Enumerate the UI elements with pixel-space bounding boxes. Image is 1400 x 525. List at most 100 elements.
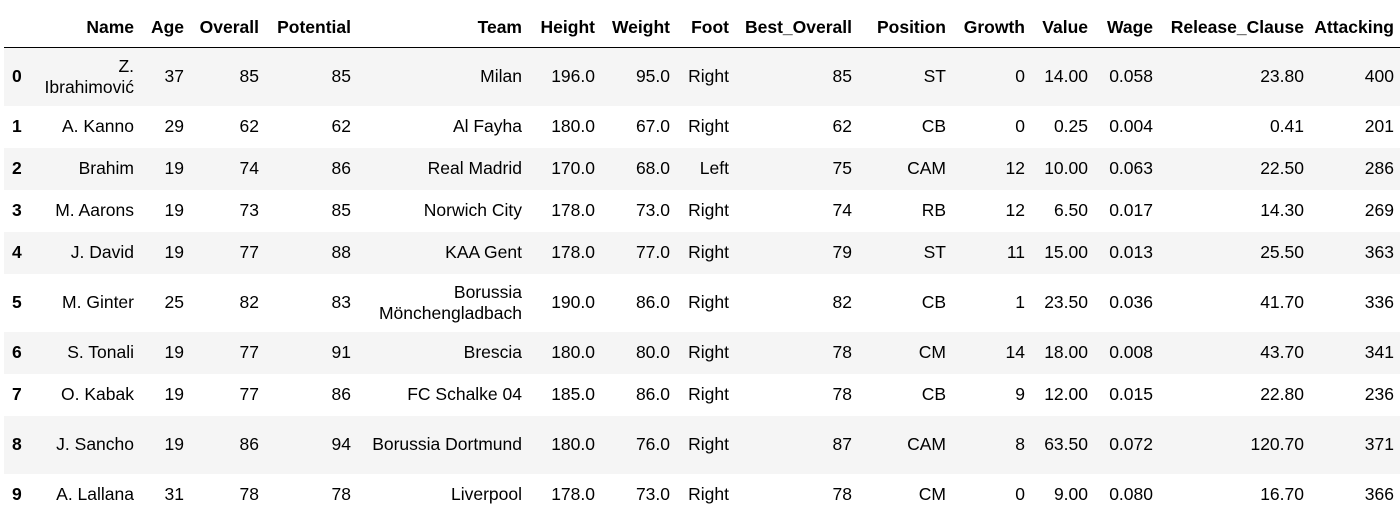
cell-growth: 1	[1015, 292, 1025, 312]
cell-team: Borussia Dortmund	[372, 434, 522, 454]
cell-age: 29	[164, 116, 184, 136]
cell-wage: 0.036	[1109, 292, 1153, 312]
row-index: 1	[12, 116, 22, 136]
table-row: 6 S. Tonali 19 77 91 Brescia 180.0 80.0 Right 78 C…	[4, 331, 1400, 374]
cell-potential: 91	[331, 342, 351, 362]
cell-position: CM	[918, 342, 946, 362]
table-row: 9 A. Lallana 31 78 78 Liverpool 178.0 73.0 Right…	[4, 473, 1400, 516]
cell-height: 180.0	[551, 434, 595, 454]
cell-weight: 76.0	[635, 434, 670, 454]
header-potential: Potential	[265, 6, 357, 48]
cell-value: 10.00	[1044, 158, 1088, 178]
cell-overall: 74	[239, 158, 259, 178]
cell-weight: 86.0	[635, 384, 670, 404]
cell-weight: 77.0	[635, 242, 670, 262]
cell-release-clause: 22.50	[1260, 158, 1304, 178]
cell-wage: 0.008	[1109, 342, 1153, 362]
cell-growth: 8	[1015, 434, 1025, 454]
cell-best-overall: 78	[832, 342, 852, 362]
cell-name: Z. Ibrahimović	[44, 55, 134, 97]
row-index: 0	[12, 66, 22, 87]
cell-wage: 0.080	[1109, 484, 1153, 504]
table-body: 0 Z. Ibrahimović 37 85 85 Milan 196.0 95.0 Right…	[4, 47, 1400, 516]
row-index: 9	[12, 484, 22, 504]
cell-release-clause: 43.70	[1260, 342, 1304, 362]
cell-name: M. Ginter	[62, 292, 134, 312]
cell-position: RB	[921, 200, 946, 220]
cell-value: 63.50	[1044, 434, 1088, 454]
cell-potential: 86	[331, 158, 351, 178]
cell-weight: 68.0	[635, 158, 670, 178]
cell-foot: Right	[688, 434, 729, 454]
cell-attacking: 363	[1364, 242, 1394, 262]
cell-best-overall: 78	[832, 484, 852, 504]
cell-name: M. Aarons	[55, 200, 134, 220]
cell-height: 178.0	[551, 484, 595, 504]
cell-potential: 94	[331, 434, 351, 454]
cell-potential: 78	[331, 484, 351, 504]
cell-weight: 73.0	[635, 484, 670, 504]
header-growth: Growth	[952, 6, 1031, 48]
cell-foot: Right	[688, 342, 729, 362]
cell-name: S. Tonali	[67, 342, 134, 362]
header-position: Position	[858, 6, 952, 48]
cell-growth: 0	[1015, 66, 1025, 87]
cell-growth: 12	[1005, 200, 1025, 220]
cell-name: A. Kanno	[62, 116, 134, 136]
cell-release-clause: 0.41	[1269, 116, 1304, 136]
cell-potential: 62	[331, 116, 351, 136]
cell-team: Liverpool	[450, 484, 522, 504]
cell-potential: 85	[331, 200, 351, 220]
table-row: 1 A. Kanno 29 62 62 Al Fayha 180.0 67.0 Right 62 C…	[4, 105, 1400, 148]
row-index: 4	[12, 242, 22, 262]
table-row: 8 J. Sancho 19 86 94 Borussia Dortmund 180.0 76…	[4, 415, 1400, 474]
cell-release-clause: 23.80	[1260, 66, 1304, 87]
cell-growth: 11	[1006, 242, 1025, 262]
cell-release-clause: 14.30	[1260, 200, 1304, 220]
cell-name: J. David	[70, 242, 134, 262]
row-index: 5	[12, 292, 22, 312]
cell-height: 196.0	[551, 66, 595, 87]
cell-age: 19	[164, 384, 184, 404]
cell-overall: 82	[239, 292, 259, 312]
cell-weight: 67.0	[635, 116, 670, 136]
header-weight: Weight	[601, 6, 676, 48]
cell-name: J. Sancho	[56, 434, 134, 454]
row-index: 2	[12, 158, 22, 178]
cell-age: 19	[164, 434, 184, 454]
cell-best-overall: 74	[832, 200, 852, 220]
cell-foot: Right	[688, 66, 729, 87]
cell-team: Brescia	[463, 342, 522, 362]
cell-overall: 62	[239, 116, 259, 136]
cell-growth: 0	[1015, 116, 1025, 136]
cell-overall: 77	[239, 342, 259, 362]
cell-value: 9.00	[1053, 484, 1088, 504]
cell-potential: 88	[331, 242, 351, 262]
cell-wage: 0.004	[1109, 116, 1153, 136]
cell-release-clause: 22.80	[1260, 384, 1304, 404]
cell-growth: 9	[1015, 384, 1025, 404]
cell-wage: 0.017	[1109, 200, 1153, 220]
table-row: 4 J. David 19 77 88 KAA Gent 178.0 77.0 Right 79 S…	[4, 231, 1400, 274]
cell-name: O. Kabak	[61, 384, 134, 404]
cell-wage: 0.072	[1109, 434, 1153, 454]
table-row: 2 Brahim 19 74 86 Real Madrid 170.0 68.0 Left 75 C…	[4, 147, 1400, 190]
cell-overall: 86	[239, 434, 259, 454]
cell-overall: 85	[239, 66, 259, 87]
table-row: 7 O. Kabak 19 77 86 FC Schalke 04 185.0 86.0 Rig…	[4, 373, 1400, 416]
cell-growth: 0	[1015, 484, 1025, 504]
cell-position: ST	[923, 242, 946, 262]
cell-foot: Right	[688, 292, 729, 312]
header-attacking: Attacking	[1310, 6, 1400, 48]
cell-best-overall: 85	[832, 66, 852, 87]
cell-age: 31	[164, 484, 184, 504]
cell-age: 25	[164, 292, 184, 312]
cell-foot: Right	[688, 484, 729, 504]
header-index	[4, 6, 40, 48]
cell-attacking: 336	[1364, 292, 1394, 312]
cell-value: 12.00	[1044, 384, 1088, 404]
cell-value: 14.00	[1044, 66, 1088, 87]
cell-foot: Right	[688, 200, 729, 220]
header-release-clause: Release_Clause	[1159, 6, 1310, 48]
cell-attacking: 236	[1364, 384, 1394, 404]
